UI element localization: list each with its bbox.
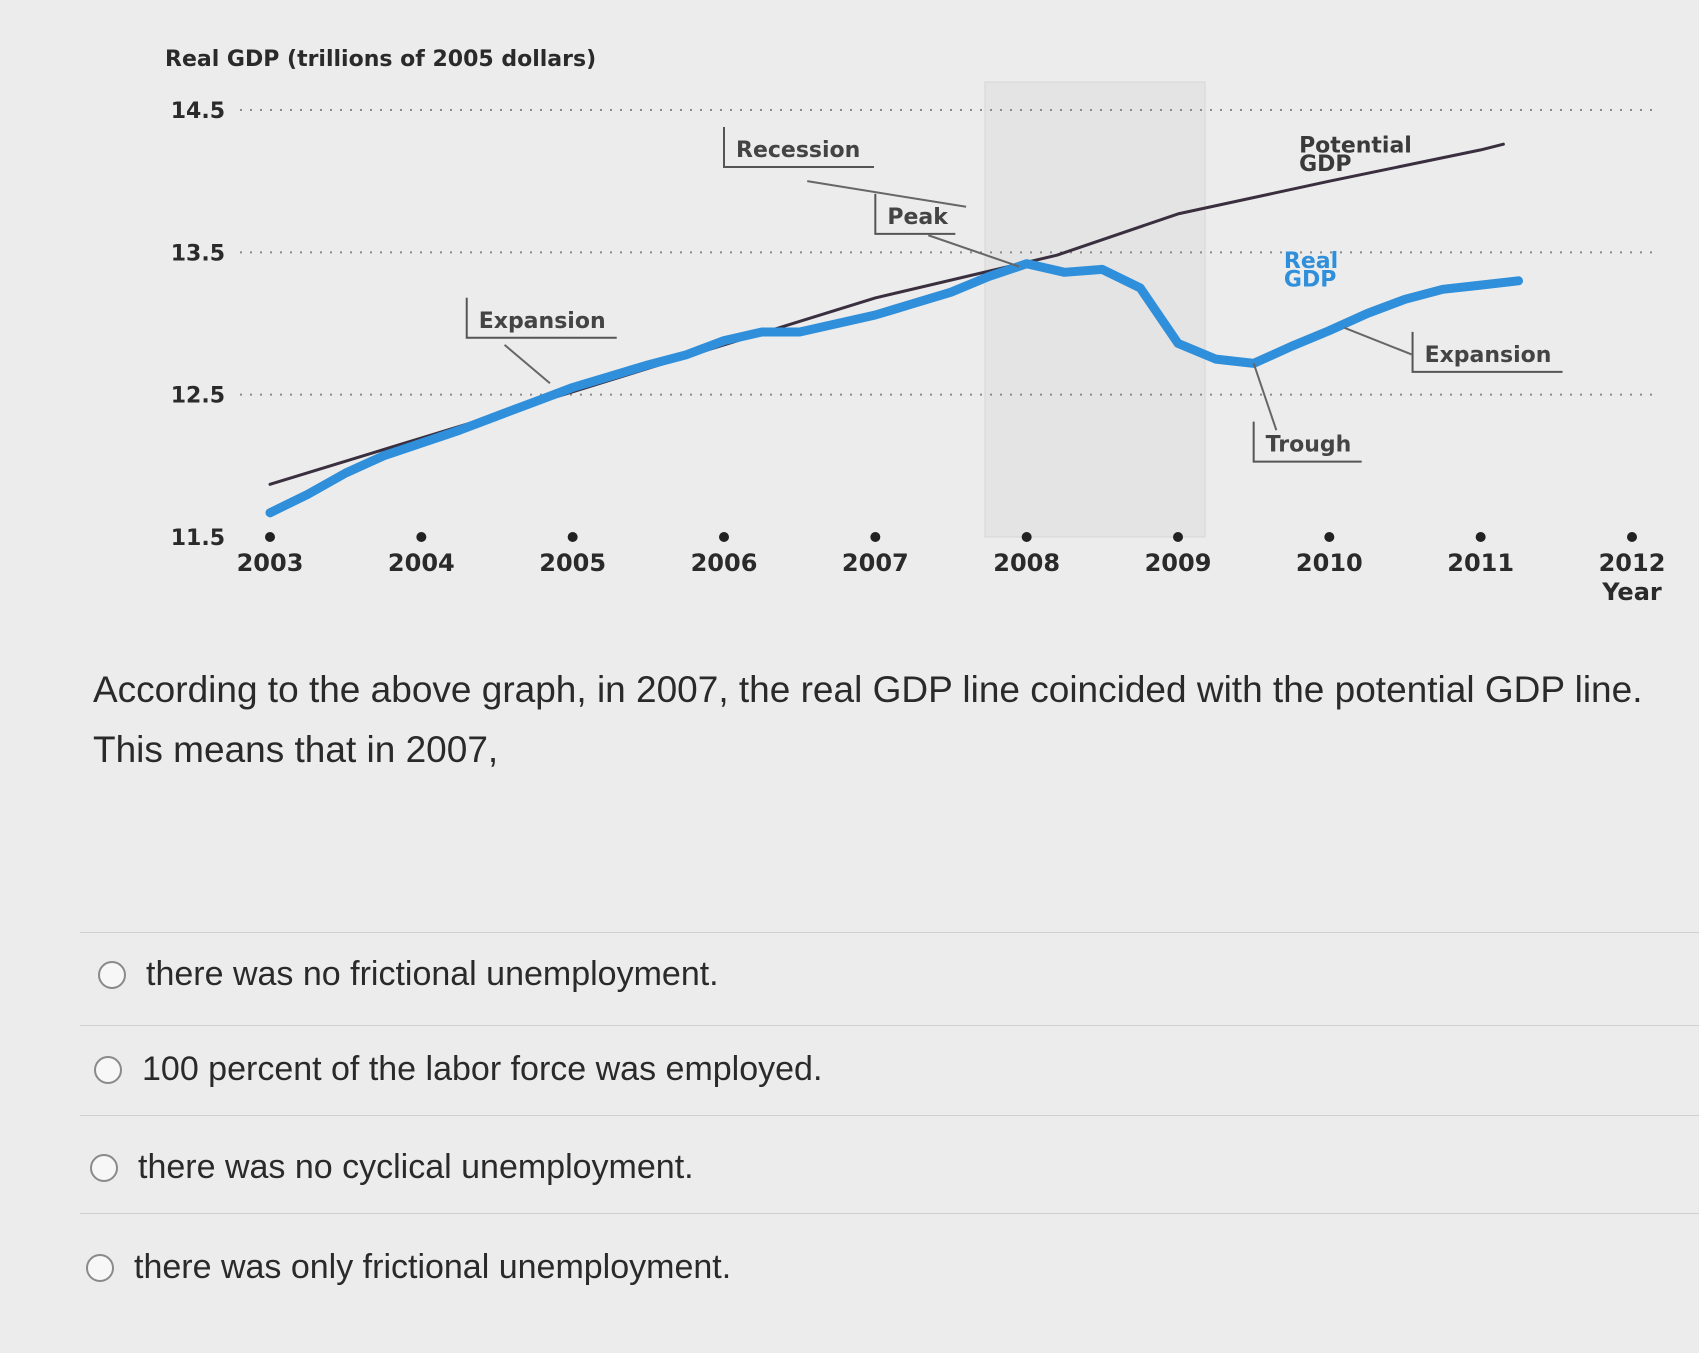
x-tick-marker — [1173, 532, 1183, 542]
radio-button-icon[interactable] — [98, 960, 126, 989]
option-label: 100 percent of the labor force was emplo… — [142, 1050, 823, 1088]
x-tick-label: 2007 — [842, 549, 909, 577]
x-tick-label: 2006 — [691, 549, 758, 577]
option-label: there was no frictional unemployment. — [146, 955, 719, 993]
question-text: According to the above graph, in 2007, t… — [93, 669, 1643, 770]
real-gdp-label: Real — [1284, 249, 1338, 274]
radio-button-icon[interactable] — [94, 1055, 122, 1084]
divider — [80, 932, 1699, 933]
real-gdp-line — [265, 259, 1523, 518]
leader-line — [927, 234, 1020, 268]
leader-line — [1252, 363, 1278, 431]
option-3[interactable]: there was no cyclical unemployment. — [90, 1148, 694, 1187]
x-tick-marker — [416, 532, 427, 542]
option-4[interactable]: there was only frictional unemployment. — [86, 1248, 731, 1287]
potential-gdp-label: Potential — [1299, 134, 1412, 159]
grid-lines — [240, 109, 1660, 396]
y-tick-label: 13.5 — [171, 241, 225, 266]
leader-line — [807, 180, 967, 208]
divider — [80, 1115, 1699, 1116]
y-tick-label: 11.5 — [171, 526, 225, 551]
gdp-chart-svg: RecessionPeakExpansionPotentialGDPRealGD… — [165, 47, 1666, 606]
x-tick-marker — [870, 532, 881, 542]
x-tick-marker — [1324, 532, 1335, 542]
option-label: there was no cyclical unemployment. — [138, 1148, 694, 1186]
x-tick-label: 2004 — [388, 549, 455, 577]
radio-button-icon[interactable] — [90, 1153, 118, 1182]
x-tick-marker — [719, 532, 729, 542]
option-label: there was only frictional unemployment. — [134, 1248, 732, 1286]
leader-line — [1344, 326, 1413, 356]
option-2[interactable]: 100 percent of the labor force was emplo… — [94, 1050, 822, 1089]
annotation-box — [723, 126, 874, 168]
option-1[interactable]: there was no frictional unemployment. — [98, 955, 719, 994]
x-tick-label: 2009 — [1145, 549, 1212, 577]
tick-layer: 11.5 12.5 13.5 14.5 2003 2004 2005 2006 2007 2008… — [171, 99, 1666, 577]
radio-button-icon[interactable] — [86, 1253, 114, 1282]
annotation-expansion: Expansion — [1425, 343, 1552, 368]
series-layer — [265, 142, 1523, 518]
leader-line — [503, 344, 551, 385]
x-tick-label: 2012 — [1599, 549, 1666, 577]
annotation-peak: Peak — [887, 205, 949, 230]
gdp-chart: Recession Peak Expansion Potential GDP Real GD… — [0, 0, 1699, 640]
x-tick-label: 2005 — [539, 549, 606, 577]
annotation-box — [874, 193, 956, 235]
x-tick-label: 2003 — [237, 549, 304, 577]
x-axis-label: Year — [1601, 578, 1662, 606]
real-gdp-label: GDP — [1284, 267, 1336, 292]
divider — [80, 1213, 1699, 1214]
annotation-box — [1252, 421, 1362, 463]
annotation-box — [465, 297, 617, 339]
annotation-trough: Trough — [1266, 433, 1352, 458]
y-tick-label: 14.5 — [171, 99, 225, 124]
x-tick-marker — [1475, 532, 1486, 542]
chart-title: Real GDP (trillions of 2005 dollars) — [165, 47, 596, 72]
x-tick-label: 2010 — [1296, 549, 1363, 577]
annotation-layer: RecessionPeakExpansionPotentialGDPRealGD… — [465, 126, 1563, 463]
divider — [80, 1025, 1699, 1026]
annotation-box — [1411, 331, 1563, 373]
x-tick-label: 2008 — [993, 549, 1060, 577]
x-tick-marker — [1021, 532, 1032, 542]
x-tick-marker — [567, 532, 578, 542]
x-tick-label: 2011 — [1447, 549, 1514, 577]
potential-gdp-label: GDP — [1299, 152, 1351, 177]
annotation-recession: Recession — [736, 138, 860, 163]
x-tick-marker — [1627, 532, 1637, 542]
annotation-expansion: Expansion — [479, 309, 606, 334]
recession-shading — [984, 81, 1206, 538]
x-tick-marker — [265, 532, 275, 542]
y-tick-label: 12.5 — [171, 384, 225, 409]
